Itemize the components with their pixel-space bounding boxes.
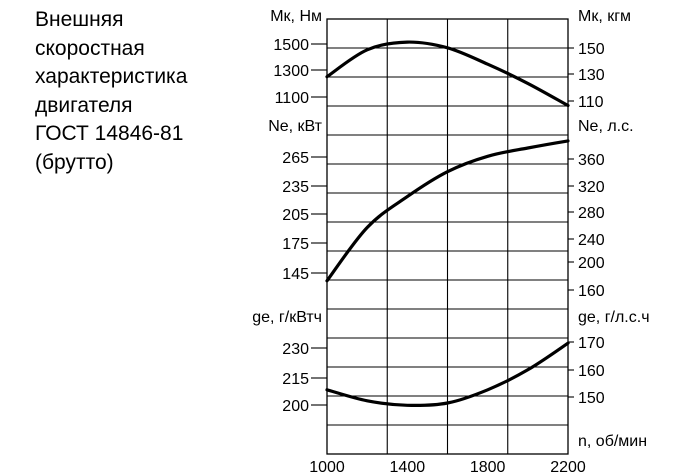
title-line: Внешняя — [35, 8, 124, 31]
right-tick-label: 110 — [578, 94, 604, 111]
left-tick-label: 230 — [282, 341, 309, 358]
torque-right-axis-label: Мк, кгм — [578, 8, 631, 25]
right-tick-label: 200 — [578, 255, 605, 272]
left-tick-label: 235 — [282, 179, 309, 196]
axis-ticks: 1500 1300 1100 150 130 110 265 235 205 175 145 360 3… — [273, 37, 604, 475]
right-tick-label: 170 — [578, 335, 605, 352]
title-line: (брутто) — [35, 150, 114, 174]
power-left-axis-label: Ne, кВт — [268, 118, 322, 135]
x-tick-label: 1800 — [470, 459, 506, 475]
title-line: скоростная — [35, 36, 145, 60]
x-tick-label: 1000 — [309, 459, 345, 475]
consumption-right-axis-label: ge, г/л.с.ч — [578, 309, 650, 326]
right-tick-label: 150 — [578, 41, 605, 58]
right-tick-label: 150 — [578, 390, 605, 407]
torque-curve — [325, 40, 570, 108]
right-tick-label: 160 — [578, 363, 605, 380]
right-tick-label: 130 — [578, 67, 605, 84]
left-tick-label: 265 — [282, 150, 309, 167]
title-line: характеристика — [35, 65, 188, 88]
x-tick-label: 2200 — [550, 459, 586, 475]
chart-title: Внешняя скоростная характеристика двигат… — [35, 6, 245, 177]
right-tick-label: 280 — [578, 205, 605, 222]
right-tick-label: 160 — [578, 283, 605, 300]
torque-left-axis-label: Мк, Нм — [270, 8, 322, 25]
right-tick-label: 360 — [578, 152, 605, 169]
right-tick-label: 320 — [578, 179, 605, 196]
x-axis-label: n, об/мин — [578, 433, 647, 450]
left-tick-label: 1500 — [273, 37, 309, 54]
curves — [325, 40, 570, 408]
left-tick-label: 200 — [282, 398, 309, 415]
left-tick-label: 215 — [282, 371, 309, 388]
consumption-left-axis-label: ge, г/кВтч — [252, 309, 322, 326]
specific-consumption-curve — [325, 341, 570, 408]
x-tick-label: 1400 — [390, 459, 426, 475]
left-tick-label: 1100 — [275, 90, 310, 107]
left-tick-label: 175 — [282, 236, 309, 253]
left-tick-label: 145 — [282, 266, 309, 283]
title-line: ГОСТ 14846-81 — [35, 122, 184, 145]
title-line: двигателя — [35, 93, 133, 117]
right-tick-label: 240 — [578, 232, 605, 249]
power-curve — [325, 139, 570, 283]
left-tick-label: 205 — [282, 207, 309, 224]
grid — [326, 18, 569, 455]
power-right-axis-label: Ne, л.с. — [578, 118, 634, 135]
left-tick-label: 1300 — [273, 63, 309, 80]
